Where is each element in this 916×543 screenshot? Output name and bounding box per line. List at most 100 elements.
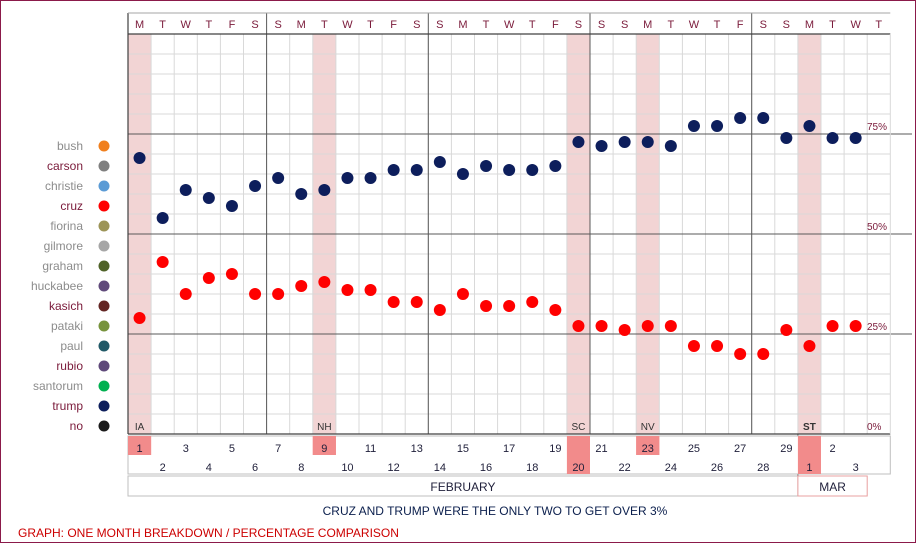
weekday-label: S: [783, 19, 790, 31]
event-label-ia: IA: [135, 422, 145, 433]
legend-marker-graham: [98, 260, 110, 272]
data-point-cruz: [433, 304, 446, 316]
data-point-trump: [664, 140, 677, 152]
data-point-trump: [480, 160, 493, 172]
day-number: 8: [298, 462, 304, 474]
day-number: 18: [526, 462, 538, 474]
data-point-trump: [410, 164, 423, 176]
day-number: 3: [853, 462, 859, 474]
day-number: 1: [136, 443, 142, 455]
data-point-cruz: [664, 320, 677, 332]
data-point-trump: [295, 188, 308, 200]
legend-label-santorum: santorum: [33, 379, 83, 393]
day-number: 25: [688, 443, 700, 455]
data-point-cruz: [387, 296, 400, 308]
data-point-cruz: [480, 300, 493, 312]
legend-marker-fiorina: [98, 220, 110, 232]
day-number: 13: [411, 443, 423, 455]
data-point-trump: [433, 156, 446, 168]
day-number: 29: [780, 443, 792, 455]
weekday-label: M: [643, 19, 652, 31]
data-point-trump: [687, 120, 700, 132]
event-label-sc: SC: [571, 422, 585, 433]
day-number: 22: [619, 462, 631, 474]
data-point-cruz: [456, 288, 469, 300]
data-point-trump: [225, 200, 238, 212]
legend-marker-trump: [98, 400, 110, 412]
legend-marker-kasich: [98, 300, 110, 312]
data-point-cruz: [156, 256, 169, 268]
legend-marker-carson: [98, 160, 110, 172]
legend-label-paul: paul: [60, 339, 83, 353]
weekday-label: T: [529, 19, 536, 31]
legend-label-christie: christie: [45, 179, 83, 193]
chart-caption: CRUZ AND TRUMP WERE THE ONLY TWO TO GET …: [322, 504, 668, 518]
data-point-cruz: [549, 304, 562, 316]
data-point-trump: [641, 136, 654, 148]
data-point-trump: [156, 212, 169, 224]
day-highlight-cell: [797, 436, 821, 455]
day-number: 1: [806, 462, 812, 474]
data-point-trump: [364, 172, 377, 184]
legend-marker-pataki: [98, 320, 110, 332]
legend-marker-bush: [98, 140, 110, 152]
data-point-cruz: [249, 288, 262, 300]
data-point-cruz: [364, 284, 377, 296]
data-point-trump: [249, 180, 262, 192]
weekday-label: S: [274, 19, 281, 31]
graph-footer: GRAPH: ONE MONTH BREAKDOWN / PERCENTAGE …: [18, 526, 399, 540]
weekday-label: W: [850, 19, 861, 31]
day-number: 19: [549, 443, 561, 455]
data-point-cruz: [179, 288, 192, 300]
data-point-trump: [711, 120, 724, 132]
day-number: 23: [642, 443, 654, 455]
data-point-trump: [826, 132, 839, 144]
weekday-label: F: [229, 19, 236, 31]
weekday-label: T: [829, 19, 836, 31]
weekday-label: W: [181, 19, 192, 31]
day-number: 11: [365, 443, 376, 455]
day-highlight-cell: [566, 455, 590, 474]
weekday-label: S: [598, 19, 605, 31]
data-point-cruz: [503, 300, 516, 312]
legend-label-carson: carson: [47, 159, 83, 173]
data-point-cruz: [734, 348, 747, 360]
day-highlight-cell: [128, 436, 152, 455]
day-highlight-cell: [566, 436, 590, 455]
day-row: [127, 435, 891, 475]
weekday-label: T: [875, 19, 882, 31]
legend-label-no: no: [70, 419, 84, 433]
weekday-label: T: [483, 19, 490, 31]
legend-label-gilmore: gilmore: [44, 239, 84, 253]
data-point-trump: [341, 172, 354, 184]
month-label-february: FEBRUARY: [430, 480, 495, 494]
data-point-trump: [272, 172, 285, 184]
data-point-trump: [526, 164, 539, 176]
data-point-cruz: [803, 340, 816, 352]
data-point-cruz: [318, 276, 331, 288]
legend-marker-huckabee: [98, 280, 110, 292]
data-point-cruz: [295, 280, 308, 292]
legend-marker-cruz: [98, 200, 110, 212]
legend-marker-santorum: [98, 380, 110, 392]
weekday-label: T: [714, 19, 721, 31]
weekday-label: M: [805, 19, 814, 31]
data-point-cruz: [133, 312, 146, 324]
data-point-trump: [757, 112, 770, 124]
event-label-nh: NH: [317, 422, 331, 433]
data-point-trump: [618, 136, 631, 148]
data-point-trump: [803, 120, 816, 132]
data-point-cruz: [826, 320, 839, 332]
data-point-trump: [503, 164, 516, 176]
legend-label-trump: trump: [52, 399, 83, 413]
weekday-label: S: [413, 19, 420, 31]
data-point-cruz: [572, 320, 585, 332]
weekday-label: F: [737, 19, 744, 31]
data-point-cruz: [595, 320, 608, 332]
weekday-label: S: [621, 19, 628, 31]
day-highlight-cell: [312, 436, 336, 455]
legend-label-fiorina: fiorina: [50, 219, 83, 233]
data-point-cruz: [202, 272, 215, 284]
data-point-trump: [734, 112, 747, 124]
